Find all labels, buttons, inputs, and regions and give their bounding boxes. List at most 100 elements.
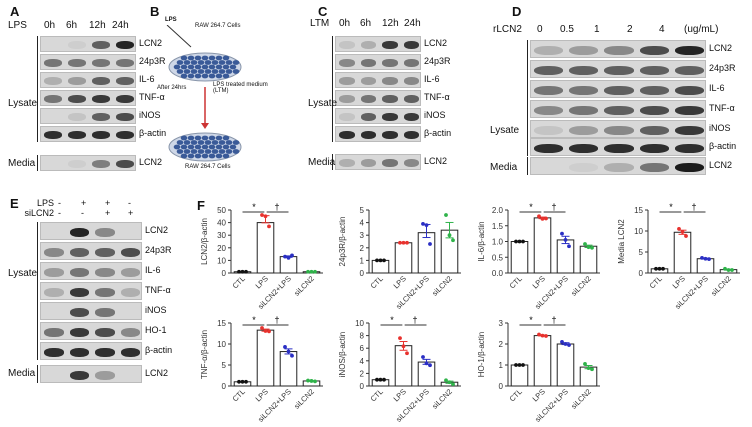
band	[44, 131, 62, 139]
sig-dagger: †	[691, 202, 696, 212]
band	[92, 95, 110, 103]
band	[92, 113, 110, 121]
band	[403, 95, 419, 103]
band	[116, 41, 134, 49]
d-blot-lcn2	[530, 40, 706, 58]
x-tick-label: LPS	[531, 274, 547, 290]
band	[382, 77, 398, 85]
cell	[222, 153, 230, 159]
data-point	[563, 342, 568, 346]
cell	[187, 73, 195, 79]
data-point	[560, 340, 564, 344]
c-lane-label: 6h	[360, 18, 372, 29]
band	[569, 105, 599, 115]
data-point	[517, 239, 522, 244]
cell	[232, 149, 240, 154]
d-lane-label: 0	[537, 24, 543, 35]
cell	[215, 135, 223, 141]
e-treatment-sign: -	[58, 198, 61, 208]
y-tick-label: 0	[499, 382, 504, 391]
data-point	[382, 258, 386, 263]
y-tick-label: 2.0	[492, 206, 504, 215]
lps-arrow	[166, 25, 192, 48]
band	[639, 162, 669, 172]
e-lysate-label: Lysate	[8, 268, 38, 279]
c-lane-label: 24h	[404, 18, 421, 29]
a-lane-label: 6h	[66, 20, 78, 31]
cell	[208, 135, 216, 141]
x-tick-label: CTL	[369, 274, 385, 290]
data-point	[240, 269, 245, 274]
data-point	[375, 258, 379, 263]
data-point	[444, 378, 448, 383]
e-treatment-sign: -	[58, 208, 61, 218]
band	[339, 41, 355, 49]
y-tick-label: 50	[217, 206, 226, 215]
a-blot-label: TNF-α	[139, 92, 165, 102]
band	[674, 162, 704, 172]
band	[69, 347, 89, 357]
d-unit-label: (ug/mL)	[684, 24, 719, 35]
band	[68, 160, 86, 168]
x-tick-label: LPS	[671, 274, 687, 290]
band	[69, 247, 89, 257]
cell	[225, 149, 233, 154]
band	[569, 143, 599, 153]
e-blot-actin	[40, 342, 142, 360]
band	[360, 41, 376, 49]
data-point	[447, 233, 452, 238]
c-blot-lcn2	[335, 154, 421, 170]
e-blot-lcn2	[40, 365, 142, 383]
e-treatment-sign: -	[128, 198, 131, 208]
cell	[222, 73, 230, 79]
cell	[229, 64, 237, 70]
y-tick-label: 40	[217, 219, 226, 228]
cell	[180, 64, 188, 70]
band	[339, 95, 355, 103]
band	[339, 113, 355, 121]
e-blot-inos	[40, 302, 142, 320]
y-tick-label: 0	[222, 269, 227, 278]
cell	[201, 153, 209, 159]
data-point	[263, 329, 268, 333]
band	[534, 45, 564, 55]
cell	[190, 60, 198, 65]
band	[116, 131, 134, 139]
x-tick-label: siLCN2	[569, 274, 593, 298]
bar	[394, 242, 413, 274]
data-point	[260, 326, 264, 330]
sig-dagger: †	[412, 315, 417, 325]
cell	[190, 140, 198, 145]
cell	[187, 144, 195, 150]
cell	[173, 144, 181, 150]
data-point	[567, 343, 571, 347]
data-point	[398, 240, 402, 245]
band	[604, 162, 634, 172]
y-tick-label: 1	[360, 256, 365, 265]
d-blot-label: TNF-α	[709, 103, 735, 113]
data-point	[401, 240, 406, 245]
a-lane-label: 24h	[112, 20, 129, 31]
d-media-label: Media	[490, 162, 518, 173]
cell	[201, 73, 209, 79]
cell	[218, 149, 226, 154]
band	[674, 85, 704, 95]
c-blot-label: iNOS	[424, 110, 446, 120]
cell	[204, 69, 212, 74]
y-axis-label: 24p3R/β-actin	[338, 217, 347, 267]
y-axis-label: Media LCN2	[617, 219, 626, 264]
band	[92, 77, 110, 85]
c-blot-il6	[335, 72, 421, 88]
band	[674, 105, 704, 115]
a-lane-label: 0h	[44, 20, 56, 31]
data-point	[521, 239, 525, 244]
e-blot-tnf	[40, 282, 142, 300]
band	[604, 125, 634, 135]
d-blot-label: LCN2	[709, 43, 733, 53]
e-treatment-sign: -	[81, 208, 84, 218]
x-tick-label: CTL	[648, 274, 664, 290]
bar	[556, 239, 575, 274]
c-lane-label: 12h	[382, 18, 399, 29]
a-lysate-bracket	[37, 36, 38, 142]
